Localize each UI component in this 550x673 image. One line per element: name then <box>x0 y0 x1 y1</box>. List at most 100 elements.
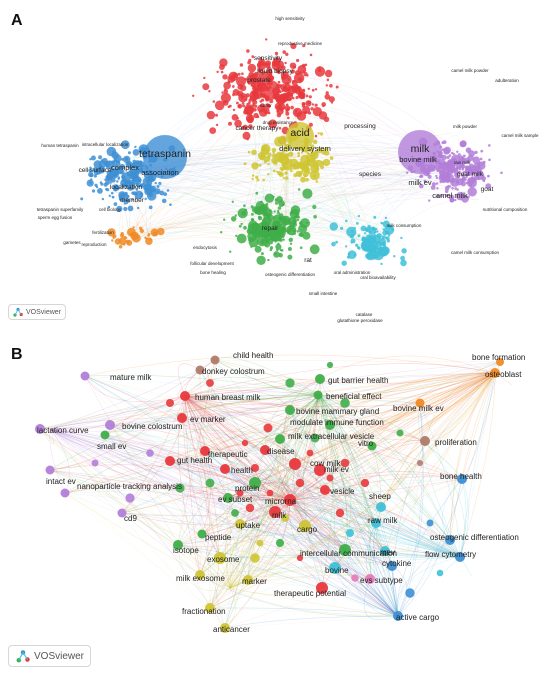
network-node <box>427 174 432 179</box>
network-node <box>278 126 282 130</box>
keyword-label: osteogenic differentiation <box>430 533 519 542</box>
network-node <box>111 151 119 159</box>
network-link <box>247 361 501 581</box>
network-node <box>454 172 459 177</box>
network-link <box>229 523 243 589</box>
network-node <box>119 169 125 175</box>
network-node <box>302 106 311 114</box>
network-node <box>95 185 99 189</box>
keyword-label: intracellular localization <box>82 142 129 147</box>
network-node <box>310 107 314 111</box>
network-link <box>459 556 472 576</box>
network-node <box>98 155 103 160</box>
network-link <box>372 522 399 617</box>
network-link <box>224 440 426 629</box>
network-link <box>375 372 496 524</box>
network-node <box>220 92 231 103</box>
network-node <box>180 391 190 401</box>
network-node <box>461 173 465 178</box>
keyword-label: cell biology <box>99 207 122 212</box>
network-node <box>238 224 242 228</box>
network-link <box>289 499 393 567</box>
network-link <box>199 533 203 576</box>
network-link <box>184 386 321 397</box>
network-node <box>272 169 276 173</box>
network-link <box>184 395 281 440</box>
network-node <box>330 101 334 104</box>
network-node <box>285 52 289 56</box>
network-node <box>107 228 116 237</box>
keyword-label: localization <box>110 184 143 191</box>
network-link <box>104 434 399 617</box>
network-node <box>299 246 303 249</box>
network-node <box>139 226 143 230</box>
network-link <box>304 372 496 527</box>
network-link <box>121 512 377 524</box>
network-node <box>297 154 301 158</box>
network-link <box>247 499 291 581</box>
network-link <box>317 394 399 617</box>
network-link <box>229 372 496 589</box>
network-link <box>204 409 291 452</box>
network-link <box>289 499 386 552</box>
network-link <box>289 372 496 501</box>
network-node <box>465 167 474 176</box>
network-link <box>289 409 451 541</box>
network-node <box>490 368 500 378</box>
network-link <box>184 395 346 551</box>
network-node <box>488 144 491 147</box>
network-link <box>254 394 319 484</box>
network-node <box>304 63 308 67</box>
network-node <box>139 192 143 196</box>
network-node <box>426 172 430 176</box>
network-node <box>378 237 387 246</box>
network-node <box>241 210 247 216</box>
network-node <box>214 552 226 564</box>
network-node <box>256 178 260 182</box>
network-link <box>184 395 256 484</box>
network-link <box>215 585 231 629</box>
network-link <box>177 522 377 546</box>
keyword-label: raw milk <box>454 160 471 165</box>
keyword-label: bovine mammary gland <box>296 407 379 416</box>
network-link <box>184 395 241 525</box>
network-node <box>236 233 247 244</box>
network-link <box>375 372 496 524</box>
network-link <box>224 409 291 629</box>
keyword-label: sensitivity <box>254 55 283 62</box>
network-link <box>319 394 377 524</box>
network-link <box>397 372 496 617</box>
network-link <box>214 359 496 385</box>
network-node <box>259 157 262 160</box>
network-link <box>209 478 463 609</box>
network-node <box>231 114 239 121</box>
network-node <box>322 104 325 108</box>
keyword-label: oral bioavailability <box>360 275 396 280</box>
network-node <box>437 195 440 198</box>
network-node <box>356 222 359 225</box>
network-link <box>169 460 461 558</box>
network-node <box>259 100 263 103</box>
keyword-label: gut barrier health <box>328 376 388 385</box>
network-link <box>274 511 323 589</box>
network-link <box>184 394 321 399</box>
network-node <box>279 238 283 242</box>
network-node <box>448 154 452 157</box>
network-node <box>382 220 390 228</box>
network-node <box>264 62 268 65</box>
network-node <box>139 183 143 188</box>
network-link <box>224 394 321 629</box>
network-node <box>485 183 492 190</box>
network-link <box>178 395 201 576</box>
network-link <box>39 428 231 589</box>
network-node <box>451 187 454 190</box>
keyword-label: member <box>120 197 145 204</box>
network-node <box>192 94 195 98</box>
network-link <box>289 409 346 551</box>
network-node <box>215 113 218 117</box>
network-node <box>284 171 288 175</box>
network-link <box>239 523 393 567</box>
network-link <box>201 533 226 629</box>
network-node <box>367 441 377 451</box>
network-node <box>430 185 436 190</box>
